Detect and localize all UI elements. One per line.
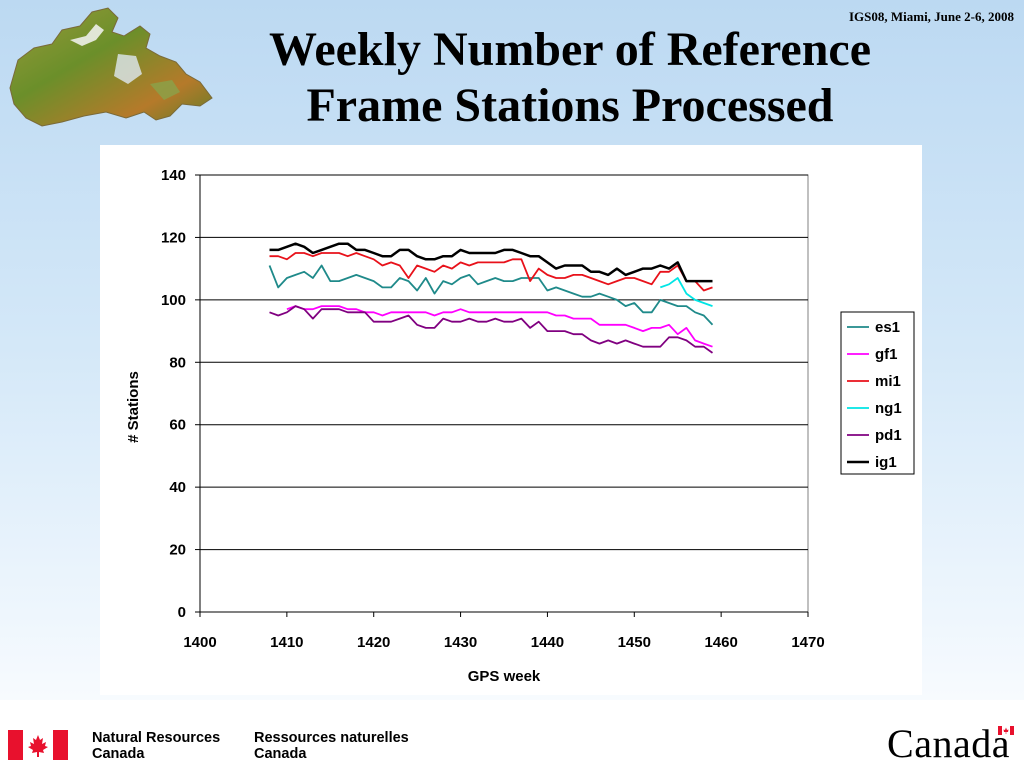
y-axis-title: # Stations [125, 371, 142, 443]
x-tick-label-4: 1440 [531, 634, 564, 651]
footer: Natural Resources Canada Ressources natu… [0, 700, 1024, 768]
conference-label: IGS08, Miami, June 2-6, 2008 [848, 9, 1014, 24]
canada-flag-icon [8, 730, 68, 760]
line-chart: 0 20 40 60 80 100 120 140 1400 1410 1420 1430 1440 14… [125, 167, 915, 685]
y-tick-label-2: 40 [169, 479, 186, 496]
x-tick-label-2: 1420 [357, 634, 390, 651]
y-tick-label-0: 0 [178, 604, 186, 621]
x-tick-label-7: 1470 [791, 634, 824, 651]
legend-label-ng1: ng1 [875, 400, 902, 417]
title-line-1: Weekly Number of Reference [268, 23, 872, 76]
plot-area [199, 174, 809, 613]
x-tick-label-6: 1460 [704, 634, 737, 651]
slide-title: Weekly Number of Reference Frame Station… [170, 22, 970, 134]
x-tick-label-5: 1450 [618, 634, 651, 651]
canada-map-icon [9, 7, 213, 127]
signature-english: Natural Resources Canada [92, 730, 220, 762]
legend-label-pd1: pd1 [875, 427, 902, 444]
signature-english-line-1: Natural Resources [92, 730, 221, 746]
signature-french-line-2: Canada [254, 746, 307, 762]
legend-label-gf1: gf1 [875, 346, 898, 363]
series-line-pd1 [269, 305, 714, 354]
chart-panel: 0 20 40 60 80 100 120 140 1400 1410 1420 1430 1440 14… [100, 145, 922, 695]
series-line-es1 [268, 264, 714, 326]
grid-lines [200, 174, 808, 551]
canada-wordmark: Canada [887, 721, 1010, 766]
signature-french: Ressources naturelles Canada [254, 730, 409, 762]
tick-labels: 0 20 40 60 80 100 120 140 1400 1410 1420 1430 1440 14… [161, 167, 825, 651]
legend-label-es1: es1 [875, 319, 900, 336]
axes [199, 175, 808, 613]
legend-label-mi1: mi1 [875, 373, 901, 390]
signature-french-line-1: Ressources naturelles [254, 730, 409, 746]
title-line-2: Frame Stations Processed [306, 79, 834, 133]
y-tick-label-1: 20 [169, 542, 186, 559]
x-tick-label-1: 1410 [270, 634, 303, 651]
y-tick-label-5: 100 [161, 292, 186, 309]
signature-english-line-2: Canada [92, 746, 145, 762]
series-lines [268, 242, 714, 354]
series-line-ng1 [659, 277, 713, 307]
series-line-mi1 [269, 252, 713, 292]
y-tick-label-4: 80 [169, 354, 186, 371]
x-tick-label-3: 1430 [444, 634, 477, 651]
series-line-gf1 [286, 305, 713, 348]
legend-label-ig1: ig1 [875, 454, 897, 471]
x-axis-title: GPS week [468, 668, 541, 685]
y-tick-label-3: 60 [169, 417, 186, 434]
series-line-ig1 [269, 242, 713, 283]
wordmark-flag-icon [998, 726, 1014, 735]
x-tick-label-0: 1400 [183, 634, 216, 651]
legend: es1 gf1 mi1 ng1 pd1 ig1 [840, 311, 915, 475]
y-tick-label-7: 140 [161, 167, 186, 184]
y-tick-label-6: 120 [161, 229, 186, 246]
legend-box [840, 311, 915, 475]
